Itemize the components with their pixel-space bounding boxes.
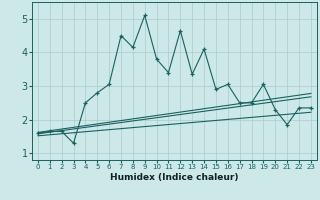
- X-axis label: Humidex (Indice chaleur): Humidex (Indice chaleur): [110, 173, 239, 182]
